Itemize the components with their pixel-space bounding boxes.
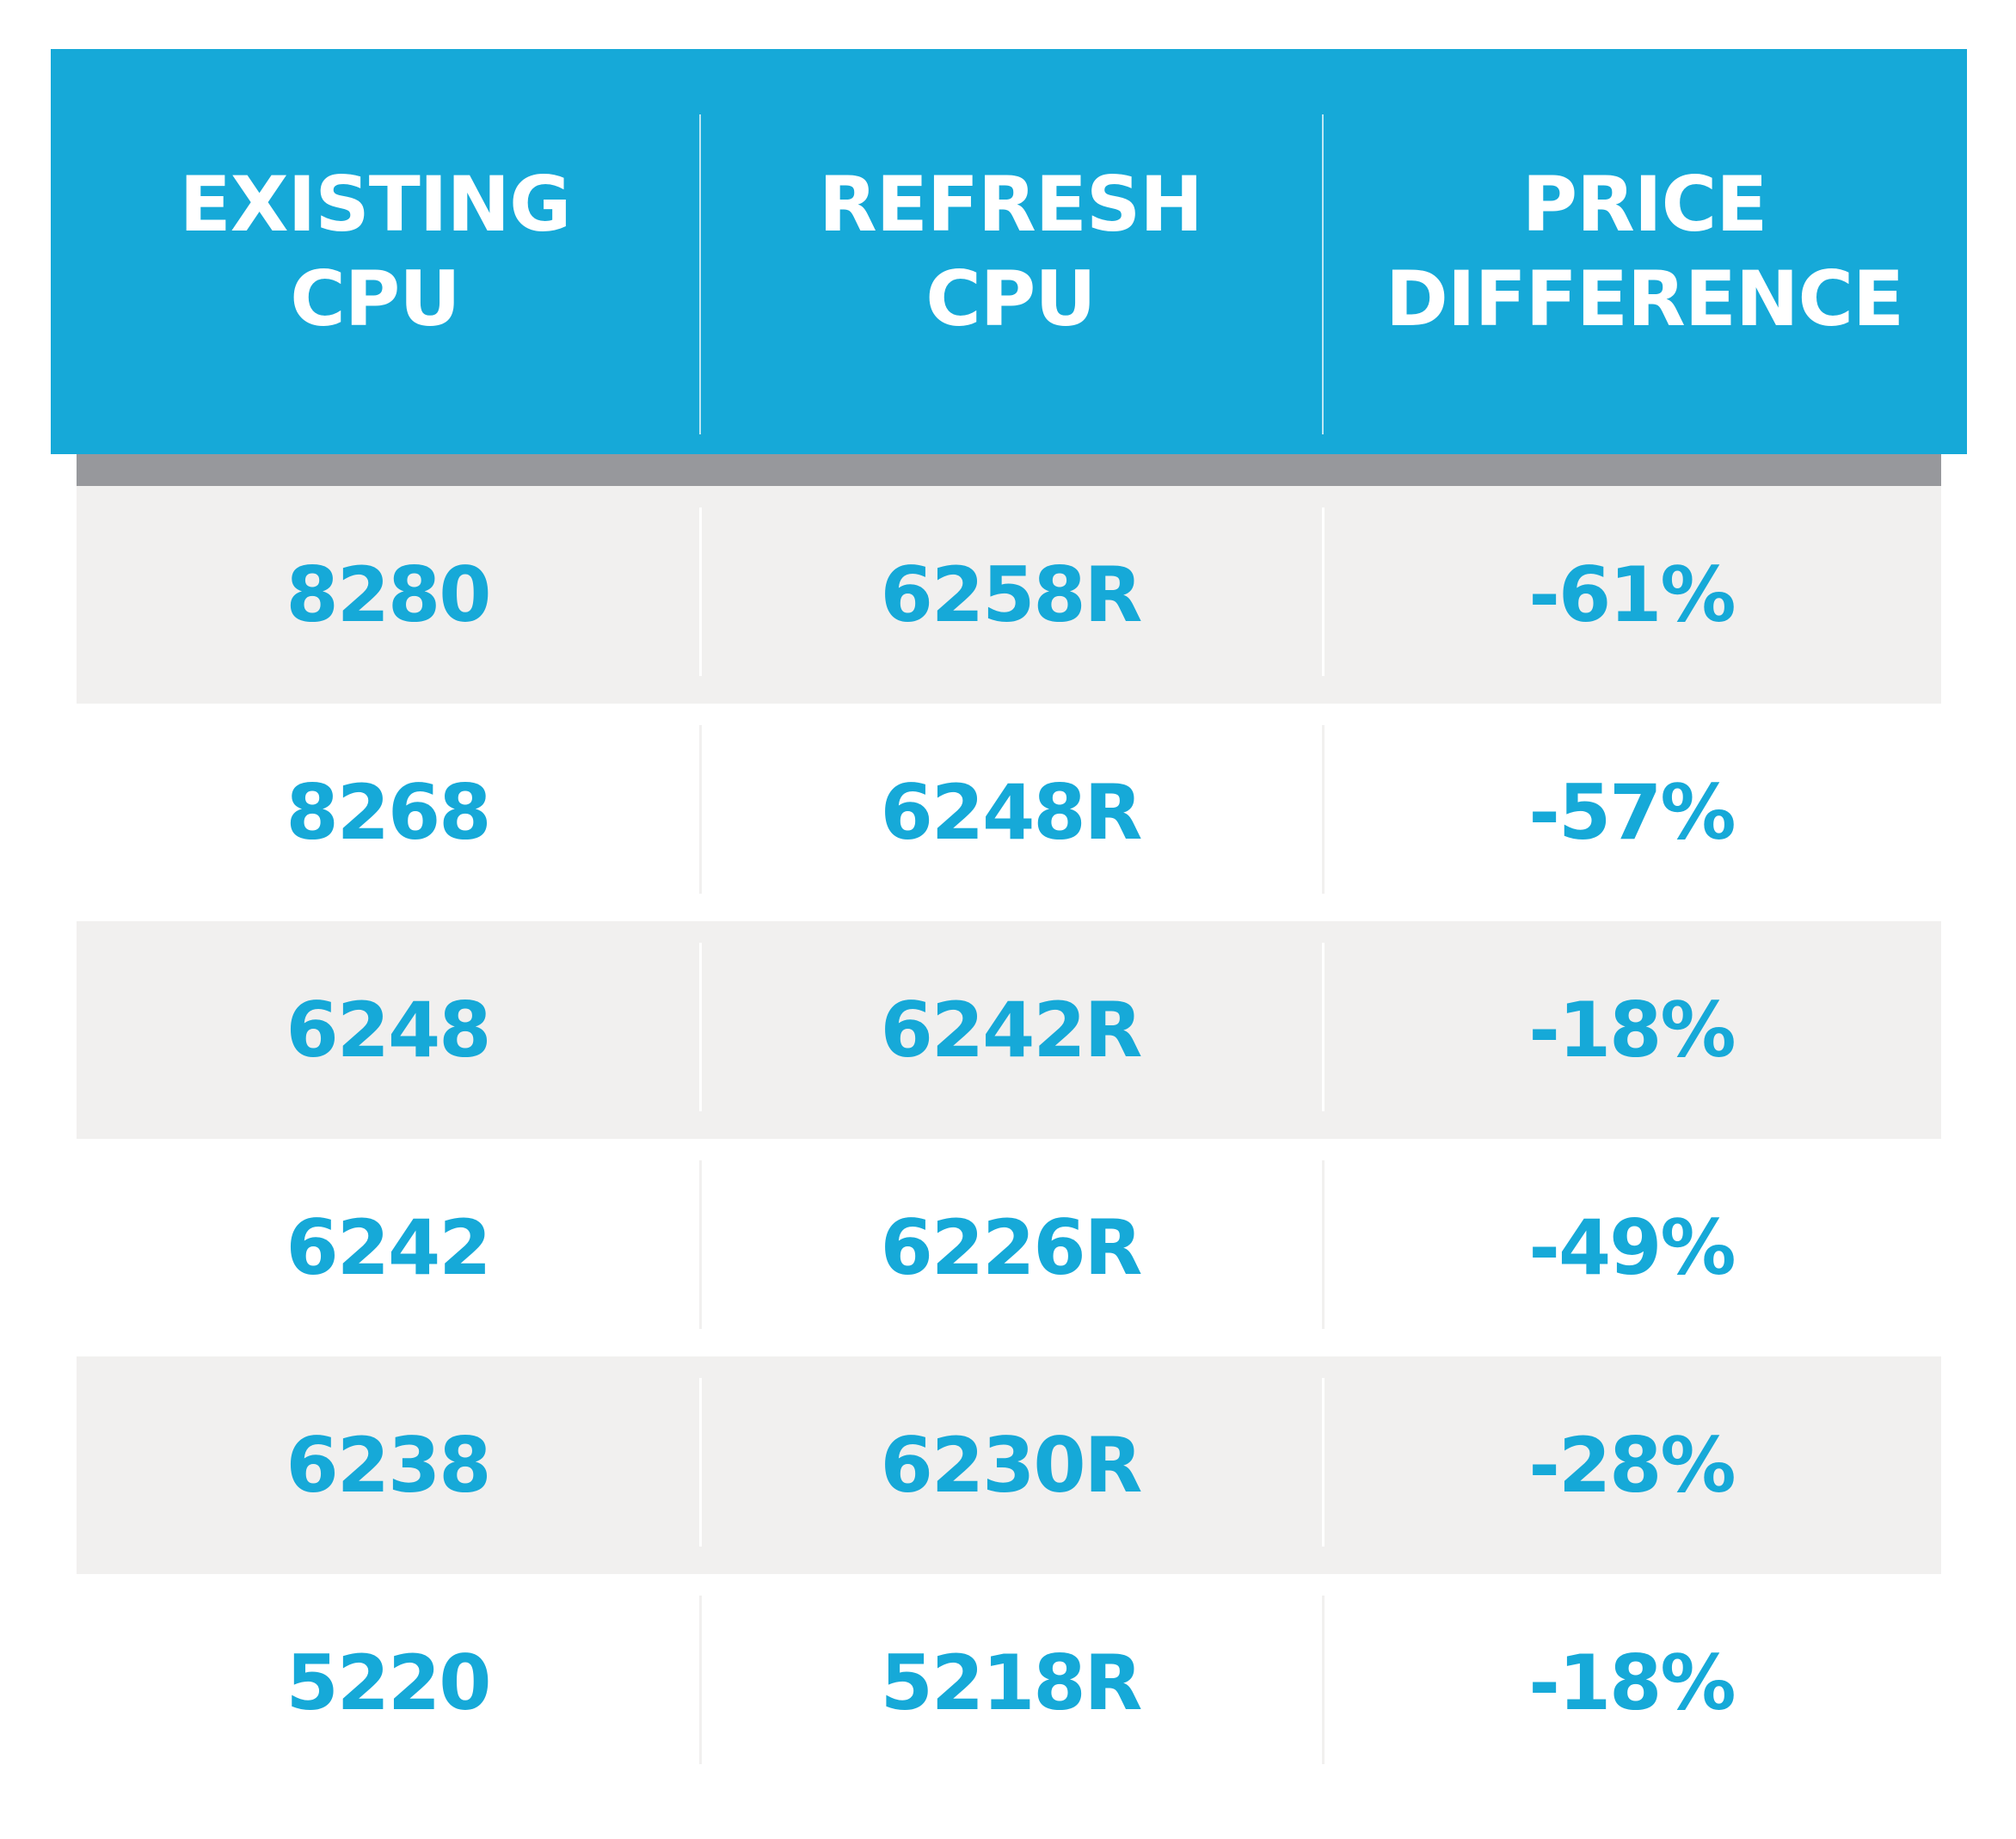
refresh-cpu-cell: 6230R (880, 1421, 1143, 1510)
existing-cpu-cell: 6238 (286, 1421, 492, 1510)
column-divider (699, 943, 702, 1111)
price-difference-cell: -18% (1528, 1639, 1736, 1727)
price-difference-cell: -18% (1528, 986, 1736, 1074)
column-divider (699, 725, 702, 894)
refresh-cpu-cell: 5218R (880, 1639, 1143, 1727)
column-divider (699, 1160, 702, 1329)
existing-cpu-cell: 8268 (286, 768, 492, 857)
column-divider (1322, 1160, 1325, 1329)
refresh-cpu-cell: 6242R (880, 986, 1143, 1074)
column-divider (1322, 507, 1325, 676)
table-row: 6238 6230R -28% (77, 1356, 1941, 1574)
column-divider (1322, 1596, 1325, 1764)
existing-cpu-cell: 5220 (286, 1639, 492, 1727)
table-row: 8268 6248R -57% (77, 704, 1941, 921)
header-divider (699, 114, 701, 434)
column-divider (1322, 725, 1325, 894)
column-divider (1322, 943, 1325, 1111)
column-divider (699, 507, 702, 676)
table-row: 5220 5218R -18% (77, 1574, 1941, 1792)
refresh-cpu-cell: 6258R (880, 550, 1143, 639)
column-divider (1322, 1378, 1325, 1547)
price-difference-cell: -49% (1528, 1203, 1736, 1292)
table-row: 6248 6242R -18% (77, 921, 1941, 1139)
column-divider (699, 1596, 702, 1764)
header-shadow-bar (77, 454, 1941, 486)
header-price-difference: PRICE DIFFERENCE (1385, 159, 1904, 343)
refresh-cpu-cell: 6226R (880, 1203, 1143, 1292)
refresh-cpu-cell: 6248R (880, 768, 1143, 857)
column-divider (699, 1378, 702, 1547)
table-row: 6242 6226R -49% (77, 1139, 1941, 1356)
existing-cpu-cell: 6242 (286, 1203, 492, 1292)
header-refresh-cpu: REFRESH CPU (819, 159, 1203, 343)
existing-cpu-cell: 8280 (286, 550, 492, 639)
price-difference-cell: -57% (1528, 768, 1736, 857)
table-header: EXISTING CPU REFRESH CPU PRICE DIFFERENC… (51, 49, 1967, 454)
header-divider (1322, 114, 1324, 434)
price-difference-cell: -28% (1528, 1421, 1736, 1510)
table-row: 8280 6258R -61% (77, 486, 1941, 704)
existing-cpu-cell: 6248 (286, 986, 492, 1074)
price-difference-cell: -61% (1528, 550, 1736, 639)
header-existing-cpu: EXISTING CPU (179, 159, 572, 343)
